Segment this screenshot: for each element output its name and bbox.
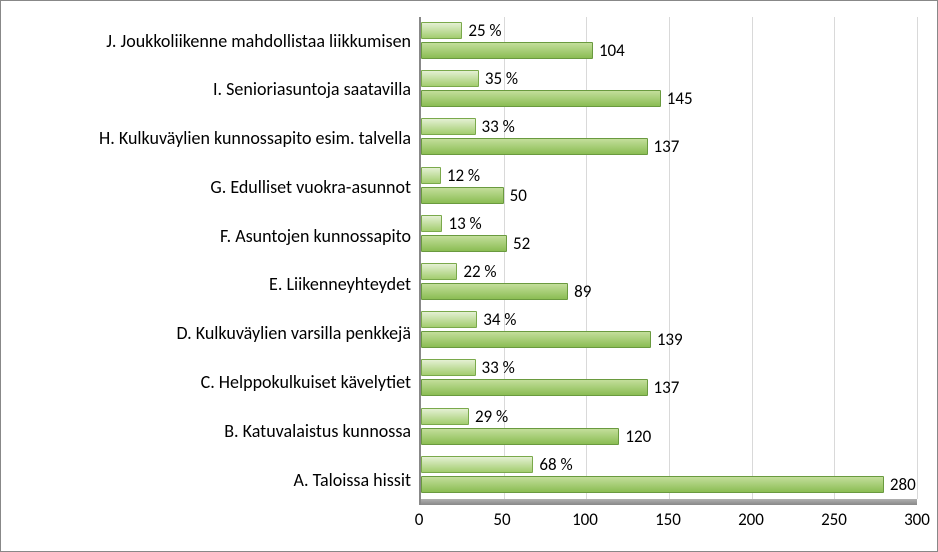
bar-percent-label: 29 %	[475, 406, 508, 427]
bar-percent-label: 35 %	[485, 68, 518, 89]
bar-percent-label: 33 %	[482, 116, 515, 137]
bar-count-label: 137	[654, 136, 680, 157]
bar-percent	[421, 311, 477, 328]
bar-group: 13 % 52	[421, 213, 917, 255]
bar-percent-label: 13 %	[448, 213, 481, 234]
bar-percent	[421, 456, 533, 473]
y-label: E. Liikenneyhteydet	[269, 275, 411, 295]
bar-group: 22 % 89	[421, 261, 917, 303]
bar-percent	[421, 263, 457, 280]
bar-percent-label: 34 %	[483, 309, 516, 330]
bar-percent	[421, 215, 442, 232]
bar-percent-label: 25 %	[468, 20, 501, 41]
bar-group: 35 % 145	[421, 68, 917, 110]
bar-count	[421, 42, 593, 59]
bar-percent	[421, 22, 462, 39]
bar-percent-label: 12 %	[447, 165, 480, 186]
bar-group: 33 % 137	[421, 116, 917, 158]
y-label: D. Kulkuväylien varsilla penkkejä	[176, 324, 411, 344]
bar-count	[421, 476, 884, 493]
chart-body: J. Joukkoliikenne mahdollistaa liikkumis…	[21, 17, 917, 505]
bar-count	[421, 331, 651, 348]
bar-count	[421, 187, 504, 204]
bar-count	[421, 379, 648, 396]
x-tick: 200	[738, 509, 764, 530]
bar-count-label: 89	[574, 281, 591, 302]
x-tick: 0	[415, 509, 424, 530]
y-label: B. Katuvalaistus kunnossa	[224, 422, 411, 442]
bar-count-label: 104	[599, 40, 625, 61]
bars-container: 25 % 104 35 % 145 33 % 137 12 % 50 13 % 52 22 % 89 3…	[421, 17, 917, 499]
y-label: I. Senioriasuntoja saatavilla	[213, 80, 411, 100]
x-tick: 50	[493, 509, 510, 530]
bar-group: 29 % 120	[421, 406, 917, 448]
gridline	[917, 17, 918, 499]
bar-count-label: 145	[667, 88, 693, 109]
bar-count	[421, 283, 568, 300]
bar-count-label: 139	[657, 329, 683, 350]
y-label: F. Asuntojen kunnossapito	[220, 227, 411, 247]
bar-count-label: 50	[510, 185, 527, 206]
bar-percent	[421, 167, 441, 184]
x-axis: 050100150200250300	[419, 505, 917, 535]
bar-group: 34 % 139	[421, 309, 917, 351]
y-label: H. Kulkuväylien kunnossapito esim. talve…	[99, 129, 411, 149]
bar-count-label: 137	[654, 377, 680, 398]
bar-count-label: 120	[625, 426, 651, 447]
bar-count-label: 280	[890, 474, 916, 495]
bar-percent	[421, 70, 479, 87]
bar-percent	[421, 359, 476, 376]
bar-count	[421, 138, 648, 155]
bar-percent	[421, 118, 476, 135]
bar-group: 25 % 104	[421, 20, 917, 62]
bar-percent	[421, 408, 469, 425]
bar-group: 12 % 50	[421, 165, 917, 207]
bar-percent-label: 33 %	[482, 357, 515, 378]
bar-percent-label: 68 %	[539, 454, 572, 475]
y-label: G. Edulliset vuokra-asunnot	[210, 178, 411, 198]
bar-count-label: 52	[513, 233, 530, 254]
bar-percent-label: 22 %	[463, 261, 496, 282]
y-label: C. Helppokulkuiset kävelytiet	[201, 373, 411, 393]
bar-group: 33 % 137	[421, 357, 917, 399]
chart-container: J. Joukkoliikenne mahdollistaa liikkumis…	[0, 0, 938, 552]
x-tick: 250	[821, 509, 847, 530]
y-label: J. Joukkoliikenne mahdollistaa liikkumis…	[106, 32, 411, 52]
bar-count	[421, 235, 507, 252]
y-label: A. Taloissa hissit	[294, 471, 411, 491]
bar-count	[421, 90, 661, 107]
bar-group: 68 % 280	[421, 454, 917, 496]
bar-count	[421, 428, 619, 445]
plot-area: 25 % 104 35 % 145 33 % 137 12 % 50 13 % 52 22 % 89 3…	[419, 17, 917, 505]
x-tick: 100	[572, 509, 598, 530]
y-axis-labels: J. Joukkoliikenne mahdollistaa liikkumis…	[21, 17, 419, 505]
x-tick: 300	[904, 509, 930, 530]
x-tick: 150	[655, 509, 681, 530]
